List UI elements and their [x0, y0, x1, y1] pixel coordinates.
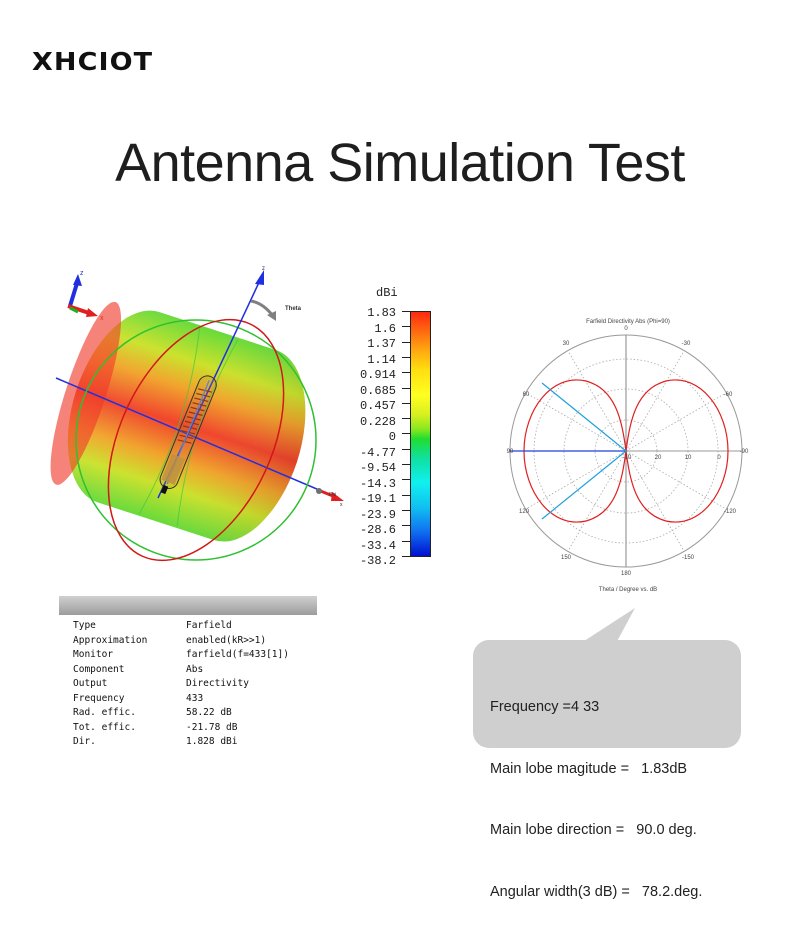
table-row: Monitor farfield(f=433[1])	[73, 649, 289, 660]
colorbar-labels: 1.83 1.6 1.37 1.14 0.914 0.685 0.457 0.228 0 -…	[359, 306, 396, 568]
svg-text:-150: -150	[682, 555, 695, 561]
svg-text:120: 120	[519, 509, 530, 515]
svg-text:0: 0	[717, 455, 721, 461]
svg-text:Phi: Phi	[329, 492, 336, 498]
colorbar-unit: dBi	[376, 286, 398, 300]
svg-text:0: 0	[624, 326, 628, 332]
svg-text:30: 30	[563, 341, 570, 347]
table-row: Type Farfield	[73, 620, 232, 631]
colorbar-gradient	[410, 311, 431, 557]
farfield-info-table: Type Farfield Approximation enabled(kR>>1)…	[59, 596, 317, 750]
table-row: Frequency 433	[73, 692, 204, 704]
svg-text:-30: -30	[682, 341, 691, 347]
table-row: Dir. 1.828 dBi	[73, 736, 238, 747]
svg-text:Theta: Theta	[285, 306, 302, 312]
table-row: Rad. effic. 58.22 dB	[73, 707, 232, 718]
table-row: Approximation enabled(kR>>1)	[73, 634, 267, 646]
svg-text:Farfield Directivity Abs (Phi=: Farfield Directivity Abs (Phi=90)	[586, 319, 670, 325]
callout-tail	[578, 608, 635, 645]
svg-text:z: z	[262, 266, 265, 272]
table-header-bar	[59, 596, 317, 615]
table-row: Component Abs	[73, 663, 204, 675]
axes-triad-icon: z x	[67, 270, 104, 322]
svg-text:-60: -60	[724, 392, 733, 398]
callout-frequency: Frequency =4 33	[490, 699, 600, 715]
polar-chart: Farfield Directivity Abs (Phi=90) 0 30 6…	[507, 319, 749, 593]
callout-main-lobe-magnitude: Main lobe magitude = 1.83dB	[490, 760, 688, 777]
summary-callout: Frequency =4 33 Main lobe magitude = 1.8…	[473, 640, 741, 900]
page-title: Antenna Simulation Test	[115, 133, 685, 193]
svg-text:90: 90	[507, 449, 514, 455]
svg-text:20: 20	[655, 455, 662, 461]
svg-text:10: 10	[685, 455, 692, 461]
svg-text:x: x	[340, 502, 343, 508]
brand-logo: XHCIOT	[32, 47, 154, 76]
svg-text:-120: -120	[724, 509, 737, 515]
svg-text:z: z	[80, 270, 84, 277]
svg-text:-90: -90	[740, 449, 749, 455]
svg-text:-10: -10	[623, 455, 632, 461]
svg-text:150: 150	[561, 555, 572, 561]
svg-text:60: 60	[523, 392, 530, 398]
antenna-model-icon	[159, 375, 217, 495]
svg-text:Theta / Degree vs. dB: Theta / Degree vs. dB	[599, 587, 657, 593]
callout-main-lobe-direction: Main lobe direction = 90.0 deg.	[490, 822, 697, 838]
svg-text:180: 180	[621, 571, 632, 577]
radiation-pattern-3d: z x z Theta Phi x	[50, 266, 344, 562]
table-row: Tot. effic. -21.78 dB	[73, 721, 238, 733]
colorbar-ticks	[402, 311, 410, 557]
table-row: Output Directivity	[73, 678, 249, 689]
callout-angular-width: Angular width(3 dB) = 78.2.deg.	[490, 883, 703, 900]
